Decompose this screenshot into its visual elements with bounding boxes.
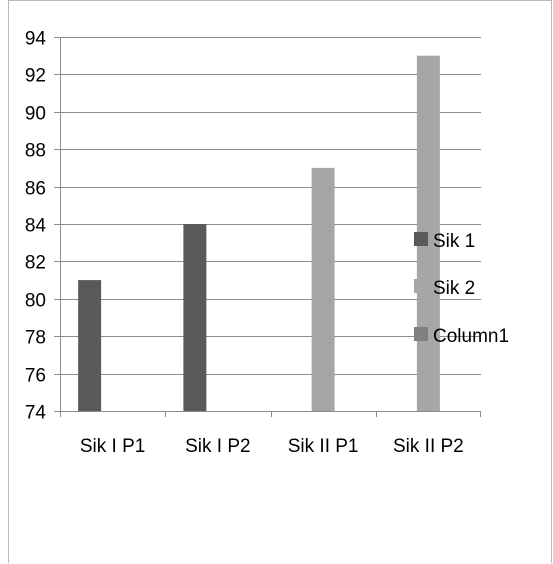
y-tick-label: 88 [25,141,46,162]
y-tick-label: 78 [25,328,46,349]
legend: Sik 1 Sik 2 Column1 [414,231,509,347]
bar-sik-1 [78,280,102,411]
axes [60,37,481,417]
x-tick-label: Sik II P1 [288,436,359,457]
x-tick-label: Sik I P1 [80,436,145,457]
bar-sik-2 [311,167,335,411]
y-tick-label: 74 [25,403,47,424]
x-tick-label: Sik I P2 [185,436,250,457]
y-tick-label: 80 [25,291,46,312]
y-tick-label: 76 [25,366,46,387]
legend-swatch [414,279,428,293]
y-tick-label: 94 [25,29,47,50]
y-tick-label: 82 [25,253,46,274]
x-axis-labels: Sik I P1 Sik I P2 Sik II P1 Sik II P2 [80,436,464,457]
y-tick-label: 86 [25,179,46,200]
y-tick-label: 90 [25,104,46,125]
bars [78,55,440,411]
y-tick-label: 92 [25,66,46,87]
legend-label: Sik 1 [433,231,475,252]
bar-sik-2 [416,55,440,411]
y-tick-label: 84 [25,216,47,237]
legend-swatch [414,327,428,341]
x-tick-label: Sik II P2 [393,436,464,457]
y-axis-ticks: 74 76 78 80 82 84 86 88 90 92 94 [25,29,47,424]
legend-label: Sik 2 [433,278,475,299]
legend-label: Column1 [433,326,509,347]
legend-swatch [414,232,428,246]
bar-sik-1 [183,224,207,411]
